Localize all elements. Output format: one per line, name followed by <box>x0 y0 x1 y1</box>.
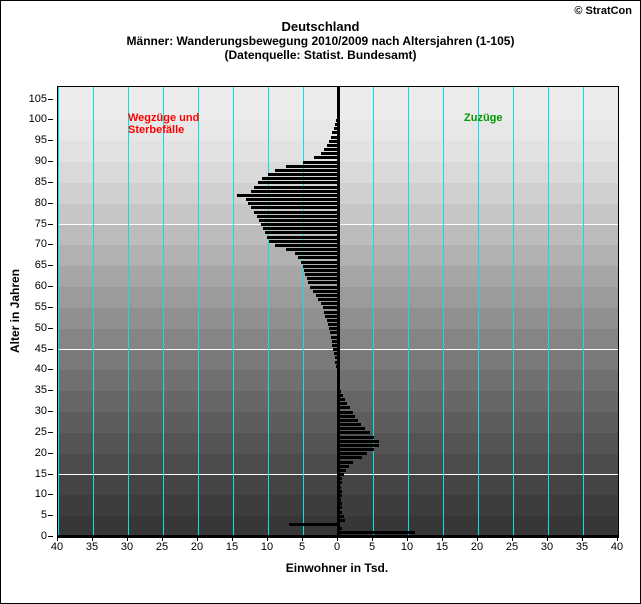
x-label-5: 5 <box>369 541 375 553</box>
y-axis-labels: 0510152025303540455055606570758085909510… <box>1 86 53 536</box>
title-line-0: Deutschland <box>1 19 640 34</box>
y-tick-15 <box>48 474 53 475</box>
y-tick-95 <box>48 140 53 141</box>
y-label-45: 45 <box>35 343 47 355</box>
y-label-50: 50 <box>35 322 47 334</box>
title-line-2: (Datenquelle: Statist. Bundesamt) <box>1 48 640 62</box>
y-tick-5 <box>48 515 53 516</box>
y-tick-50 <box>48 328 53 329</box>
x-label-30: 30 <box>541 541 553 553</box>
x-label--10: 10 <box>261 541 273 553</box>
y-label-15: 15 <box>35 468 47 480</box>
y-tick-80 <box>48 203 53 204</box>
y-label-5: 5 <box>41 509 47 521</box>
overlay-label-right: Zuzüge <box>464 112 503 124</box>
y-label-25: 25 <box>35 426 47 438</box>
x-label-25: 25 <box>506 541 518 553</box>
y-tick-90 <box>48 161 53 162</box>
y-tick-20 <box>48 453 53 454</box>
x-label--5: 5 <box>299 541 305 553</box>
y-tick-65 <box>48 265 53 266</box>
y-tick-10 <box>48 494 53 495</box>
y-tick-0 <box>48 536 53 537</box>
y-label-75: 75 <box>35 218 47 230</box>
title-line-1: Männer: Wanderungsbewegung 2010/2009 nac… <box>1 34 640 48</box>
y-label-55: 55 <box>35 301 47 313</box>
overlay-label-left: Wegzüge und Sterbefälle <box>128 112 199 136</box>
y-label-80: 80 <box>35 197 47 209</box>
y-tick-70 <box>48 244 53 245</box>
y-label-90: 90 <box>35 155 47 167</box>
plot-area: Wegzüge und Sterbefälle Zuzüge <box>57 86 619 538</box>
y-tick-40 <box>48 369 53 370</box>
y-tick-85 <box>48 182 53 183</box>
y-label-95: 95 <box>35 134 47 146</box>
y-label-0: 0 <box>41 530 47 542</box>
y-tick-60 <box>48 286 53 287</box>
x-label--20: 20 <box>191 541 203 553</box>
y-tick-25 <box>48 432 53 433</box>
y-label-35: 35 <box>35 384 47 396</box>
x-axis-title: Einwohner in Tsd. <box>57 561 617 575</box>
y-label-10: 10 <box>35 488 47 500</box>
x-label--40: 40 <box>51 541 63 553</box>
y-label-40: 40 <box>35 363 47 375</box>
x-axis-labels: 4035302520151050510152025303540 <box>57 541 617 557</box>
title-block: Deutschland Männer: Wanderungsbewegung 2… <box>1 19 640 62</box>
x-label-10: 10 <box>401 541 413 553</box>
x-label-35: 35 <box>576 541 588 553</box>
x-label-15: 15 <box>436 541 448 553</box>
copyright-label: © StratCon <box>574 5 632 17</box>
y-label-105: 105 <box>29 93 47 105</box>
y-label-60: 60 <box>35 280 47 292</box>
x-label-40: 40 <box>611 541 623 553</box>
y-label-85: 85 <box>35 176 47 188</box>
x-label--30: 30 <box>121 541 133 553</box>
chart-container: © StratCon Deutschland Männer: Wanderung… <box>0 0 641 604</box>
y-label-30: 30 <box>35 405 47 417</box>
y-tick-35 <box>48 390 53 391</box>
y-tick-30 <box>48 411 53 412</box>
y-tick-100 <box>48 119 53 120</box>
x-label--15: 15 <box>226 541 238 553</box>
y-tick-45 <box>48 349 53 350</box>
y-label-65: 65 <box>35 259 47 271</box>
x-label-0: 0 <box>334 541 340 553</box>
y-tick-75 <box>48 224 53 225</box>
overlay-labels: Wegzüge und Sterbefälle Zuzüge <box>58 87 618 537</box>
x-label--35: 35 <box>86 541 98 553</box>
y-label-20: 20 <box>35 447 47 459</box>
y-tick-55 <box>48 307 53 308</box>
y-tick-105 <box>48 99 53 100</box>
x-label-20: 20 <box>471 541 483 553</box>
y-label-100: 100 <box>29 113 47 125</box>
y-label-70: 70 <box>35 238 47 250</box>
x-label--25: 25 <box>156 541 168 553</box>
